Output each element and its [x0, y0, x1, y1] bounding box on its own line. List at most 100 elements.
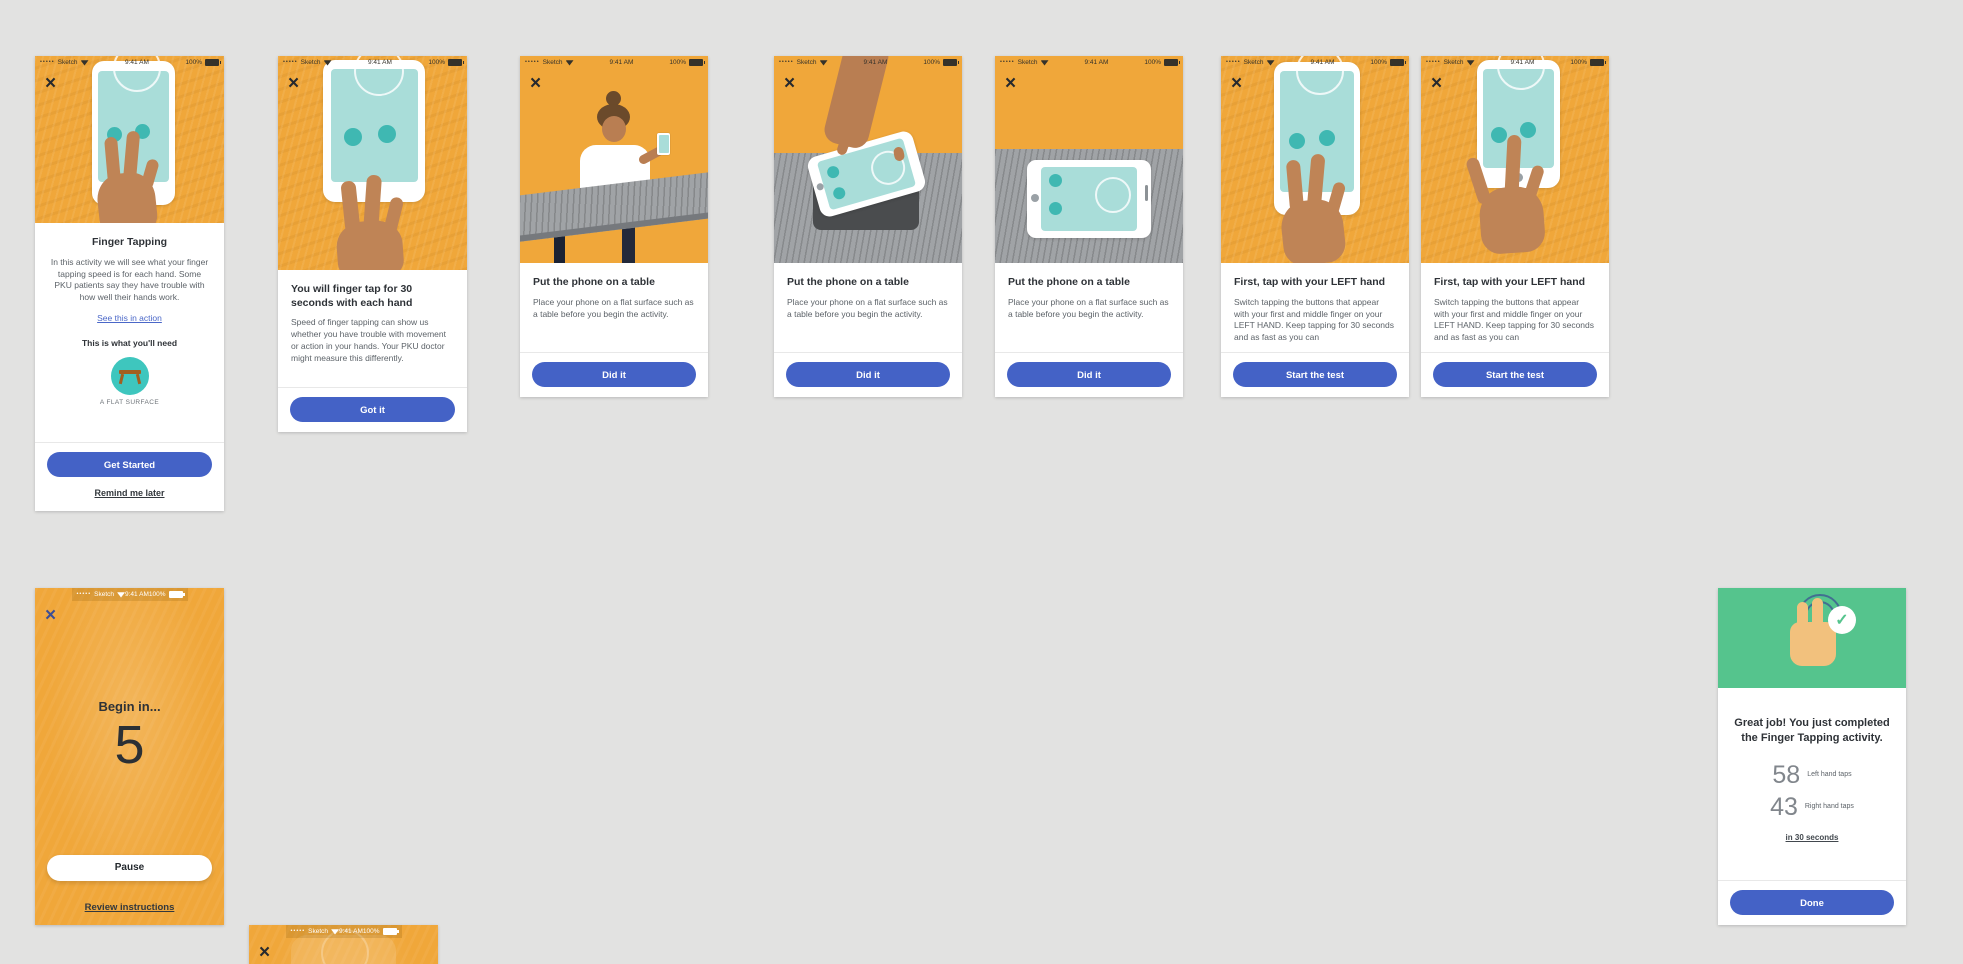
clock-label: 9:41 AM: [863, 59, 888, 66]
battery-label: 100%: [923, 59, 940, 66]
screen-title: Put the phone on a table: [1008, 276, 1130, 288]
signal-icon: •••••: [779, 59, 794, 65]
battery-label: 100%: [1570, 59, 1587, 66]
ghost-phone-graphic: [290, 928, 397, 964]
illustration-hand-tapping-phone: ••••• Sketch 9:41 AM 100% ×: [35, 56, 224, 223]
screen-left-intro-alt: ••••• Sketch 9:41 AM 100% × First, tap wi…: [1421, 56, 1609, 397]
close-icon[interactable]: ×: [530, 73, 542, 94]
review-instructions-link[interactable]: Review instructions: [84, 902, 175, 913]
close-icon[interactable]: ×: [45, 605, 57, 626]
battery-label: 100%: [1144, 59, 1161, 66]
battery-label: 100%: [669, 59, 686, 66]
carrier-label: Sketch: [57, 59, 78, 66]
screen-table-person: ••••• Sketch 9:41 AM 100% × Put the phone…: [520, 56, 708, 397]
status-bar: ••••• Sketch 9:41 AM 100%: [1221, 56, 1409, 69]
phone-graphic: [1026, 159, 1152, 239]
screen-title: Finger Tapping: [91, 236, 168, 248]
did-it-button[interactable]: Did it: [786, 362, 950, 387]
status-bar: ••••• Sketch 9:41 AM 100%: [995, 56, 1183, 69]
close-icon[interactable]: ×: [1005, 73, 1017, 94]
countdown-value: 5: [114, 715, 145, 775]
illustration-hand-tapping-phone: ••••• Sketch 9:41 AM 100% ×: [1421, 56, 1609, 263]
phone-graphic: [1477, 56, 1561, 189]
wifi-icon: [80, 60, 89, 66]
carrier-label: Sketch: [1243, 59, 1264, 66]
screen-countdown-left: ••••• Sketch 9:41 AM 100% × Begin in... 5…: [35, 588, 224, 925]
status-bar: ••••• Sketch 9:41 AM 100%: [71, 588, 188, 601]
right-taps-value: 43: [1770, 792, 1798, 821]
get-started-button[interactable]: Get Started: [47, 452, 212, 477]
screen-title: First, tap with your LEFT hand: [1434, 276, 1586, 288]
close-icon[interactable]: ×: [259, 942, 271, 963]
illustration-hand-tapping-phone: ••••• Sketch 9:41 AM 100% ×: [1221, 56, 1409, 263]
signal-icon: •••••: [290, 928, 306, 934]
left-taps-label: Left hand taps: [1807, 771, 1852, 779]
signal-icon: •••••: [40, 59, 55, 65]
carrier-label: Sketch: [542, 59, 563, 66]
countdown-label: Begin in...: [98, 699, 161, 714]
signal-icon: •••••: [283, 59, 298, 65]
signal-icon: •••••: [1426, 59, 1441, 65]
left-hand-stat: 58 Left hand taps: [1734, 760, 1890, 790]
battery-icon: [1390, 59, 1406, 66]
duration-link[interactable]: in 30 seconds: [1785, 832, 1839, 842]
did-it-button[interactable]: Did it: [532, 362, 696, 387]
screen-body: Switch tapping the buttons that appear w…: [1234, 296, 1395, 343]
battery-label: 100%: [1370, 59, 1387, 66]
screen-title: Put the phone on a table: [533, 276, 655, 288]
close-icon[interactable]: ×: [288, 73, 300, 94]
wifi-icon: [1040, 60, 1049, 66]
illustration-hand-under-phone: ••••• Sketch 9:41 AM 100% ×: [278, 56, 467, 270]
carrier-label: Sketch: [300, 59, 321, 66]
remind-me-later-link[interactable]: Remind me later: [94, 488, 165, 498]
screen-tap-left-start: •••••Sketch 9:41 AM 100% × Tap the butto…: [249, 925, 438, 964]
close-icon[interactable]: ×: [1231, 73, 1243, 94]
start-test-button[interactable]: Start the test: [1433, 362, 1597, 388]
battery-icon: [205, 59, 221, 66]
screen-body: Switch tapping the buttons that appear w…: [1434, 296, 1595, 343]
screen-intro: ••••• Sketch 9:41 AM 100% × Finger Tappin…: [35, 56, 224, 511]
done-button[interactable]: Done: [1730, 890, 1894, 915]
illustration-phone-on-table: ••••• Sketch 9:41 AM 100% ×: [995, 56, 1183, 263]
wifi-icon: [117, 592, 126, 598]
clock-label: 9:41 AM: [125, 591, 149, 598]
carrier-label: Sketch: [94, 591, 115, 598]
results-title: Great job! You just completed the Finger…: [1734, 717, 1890, 744]
carrier-label: Sketch: [1443, 59, 1464, 66]
wifi-icon: [331, 929, 340, 935]
got-it-button[interactable]: Got it: [290, 397, 455, 422]
clock-label: 9:41 AM: [1310, 59, 1335, 66]
right-hand-stat: 43 Right hand taps: [1734, 792, 1890, 822]
status-bar: ••••• Sketch 9:41 AM 100%: [35, 56, 224, 69]
start-test-button[interactable]: Start the test: [1233, 362, 1397, 388]
carrier-label: Sketch: [796, 59, 817, 66]
see-in-action-link[interactable]: See this in action: [97, 313, 162, 324]
battery-label: 100%: [428, 59, 445, 66]
did-it-button[interactable]: Did it: [1007, 362, 1171, 387]
pause-button[interactable]: Pause: [47, 855, 212, 881]
screen-left-intro: ••••• Sketch 9:41 AM 100% × First, tap wi…: [1221, 56, 1409, 397]
illustration-person-at-table: ••••• Sketch 9:41 AM 100% ×: [520, 56, 708, 263]
wifi-icon: [819, 60, 828, 66]
carrier-label: Sketch: [308, 928, 329, 935]
close-icon[interactable]: ×: [784, 73, 796, 94]
screen-body: Place your phone on a flat surface such …: [787, 296, 948, 319]
close-icon[interactable]: ×: [1431, 73, 1443, 94]
clock-label: 9:41 AM: [125, 59, 149, 66]
close-icon[interactable]: ×: [45, 73, 57, 94]
wifi-icon: [1466, 60, 1475, 66]
wifi-icon: [1266, 60, 1275, 66]
hand-graphic: [1465, 134, 1566, 256]
clock-label: 9:41 AM: [1510, 59, 1535, 66]
need-heading: This is what you'll need: [81, 338, 178, 349]
clock-label: 9:41 AM: [609, 59, 634, 66]
status-bar: ••••• Sketch 9:41 AM 100%: [774, 56, 962, 69]
status-bar: ••••• Sketch 9:41 AM 100%: [1421, 56, 1609, 69]
battery-icon: [168, 591, 185, 598]
right-taps-label: Right hand taps: [1804, 803, 1854, 811]
battery-label: 100%: [362, 928, 380, 935]
screen-title: First, tap with your LEFT hand: [1234, 276, 1386, 288]
battery-icon: [1164, 59, 1180, 66]
clock-label: 9:41 AM: [339, 928, 363, 935]
illustration-placing-phone: ••••• Sketch 9:41 AM 100% ×: [774, 56, 962, 263]
